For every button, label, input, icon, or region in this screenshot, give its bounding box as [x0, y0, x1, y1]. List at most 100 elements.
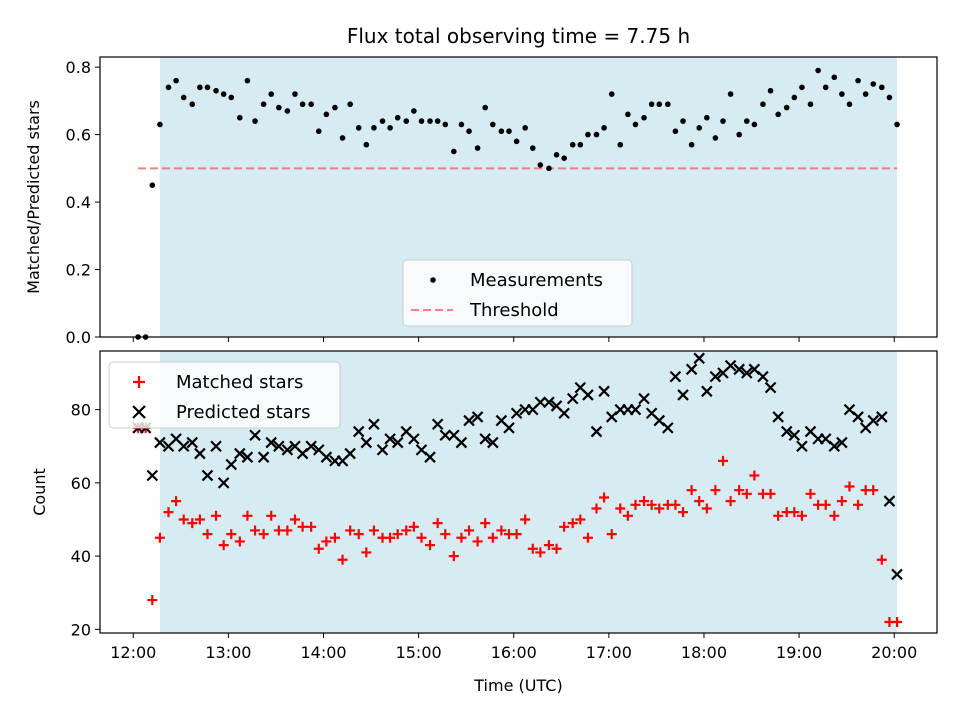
matched-star-point: [487, 532, 498, 543]
predicted-star-point: [241, 451, 254, 463]
top-panel: 0.0 0.2 0.4 0.6 0.8 Measurements Threshold: [66, 56, 938, 347]
measurement-point: [760, 101, 766, 108]
measurement-point: [237, 114, 243, 121]
matched-star-point: [250, 525, 261, 536]
matched-star-point: [717, 455, 728, 466]
measurement-point: [308, 101, 314, 108]
y-tick-label: 0.6: [66, 126, 91, 145]
matched-star-point: [392, 529, 403, 540]
x-tick-label: 20:00: [871, 643, 917, 662]
predicted-star-point: [273, 440, 285, 452]
predicted-star-point: [638, 392, 650, 405]
measurement-point: [886, 94, 893, 101]
measurement-point: [220, 91, 227, 97]
measurement-point: [197, 84, 203, 91]
measurement-point: [379, 118, 386, 124]
measurement-point: [846, 101, 853, 108]
legend-marker-x: [132, 405, 146, 419]
predicted-star-point: [384, 433, 396, 445]
matched-star-point: [836, 496, 847, 507]
matched-star-point: [202, 529, 213, 540]
measurement-point: [727, 91, 734, 97]
legend: Matched stars Predicted stars: [108, 361, 341, 429]
measurement-point: [482, 104, 489, 111]
measurement-point: [529, 145, 536, 151]
series-matched-stars: [133, 422, 903, 628]
matched-star-point: [313, 543, 324, 554]
matched-star-point: [258, 529, 269, 540]
matched-star-point: [194, 514, 205, 525]
predicted-star-point: [510, 407, 523, 420]
measurement-point: [498, 128, 505, 135]
measurement-point: [394, 114, 401, 121]
measurement-point: [815, 67, 821, 74]
legend-marker-dot: [430, 277, 436, 283]
measurement-point: [696, 125, 703, 131]
series-predicted-stars: [132, 352, 903, 581]
matched-star-point: [829, 510, 840, 521]
measurement-point: [157, 121, 163, 128]
matched-star-point: [234, 536, 245, 547]
bottom-y-axis-label: Count: [30, 468, 49, 516]
matched-star-point: [154, 532, 165, 543]
x-tick-label: 19:00: [776, 643, 822, 662]
measurement-point: [180, 94, 187, 101]
predicted-star-point: [234, 447, 246, 460]
x-tick-label: 17:00: [586, 643, 632, 662]
predicted-star-point: [733, 363, 745, 376]
measurement-point: [363, 141, 370, 148]
matched-star-point: [345, 525, 356, 536]
matched-star-point: [615, 503, 626, 514]
measurement-point: [585, 131, 591, 138]
predicted-star-point: [408, 433, 420, 445]
measurement-point: [458, 121, 465, 128]
measurement-point: [561, 155, 567, 162]
measurement-point: [451, 148, 457, 155]
matched-star-point: [796, 510, 807, 521]
measurement-point: [569, 141, 576, 148]
predicted-star-point: [424, 451, 436, 463]
x-tick-label: 14:00: [300, 643, 346, 662]
matched-star-point: [630, 499, 641, 510]
matched-star-point: [853, 499, 864, 510]
matched-star-point: [456, 532, 467, 543]
measurement-point: [490, 121, 496, 128]
predicted-star-point: [828, 440, 841, 452]
measurement-point: [546, 165, 552, 172]
matched-star-point: [480, 518, 491, 529]
predicted-star-point: [281, 444, 294, 456]
matched-star-point: [567, 518, 578, 529]
measurement-point: [648, 101, 655, 108]
measurement-point: [427, 118, 433, 124]
matched-star-point: [432, 518, 443, 529]
predicted-star-point: [662, 422, 674, 434]
predicted-star-point: [891, 568, 903, 581]
predicted-star-point: [883, 495, 896, 507]
matched-star-point: [892, 617, 903, 628]
predicted-star-point: [701, 385, 713, 398]
predicted-star-point: [186, 436, 199, 449]
measurement-point: [418, 118, 425, 124]
matched-star-point: [543, 540, 554, 551]
measurement-point: [442, 121, 449, 128]
measurement-point: [632, 121, 639, 128]
measurement-point: [608, 91, 615, 97]
measurement-point: [347, 101, 353, 108]
measurement-point: [323, 111, 330, 118]
measurement-point: [656, 101, 663, 108]
matched-star-point: [337, 554, 348, 565]
predicted-star-point: [590, 425, 603, 438]
matched-star-point: [520, 514, 531, 525]
matched-star-point: [639, 496, 650, 507]
matched-star-point: [440, 529, 451, 540]
legend-box: [108, 361, 341, 429]
y-tick-label: 0.0: [66, 328, 91, 347]
measurement-point: [506, 128, 512, 135]
measurement-point: [720, 118, 726, 124]
measurement-point: [466, 128, 472, 135]
predicted-star-point: [471, 411, 484, 423]
plot-frame: [99, 350, 938, 634]
measurement-point: [268, 91, 275, 97]
measurement-point: [862, 91, 869, 97]
